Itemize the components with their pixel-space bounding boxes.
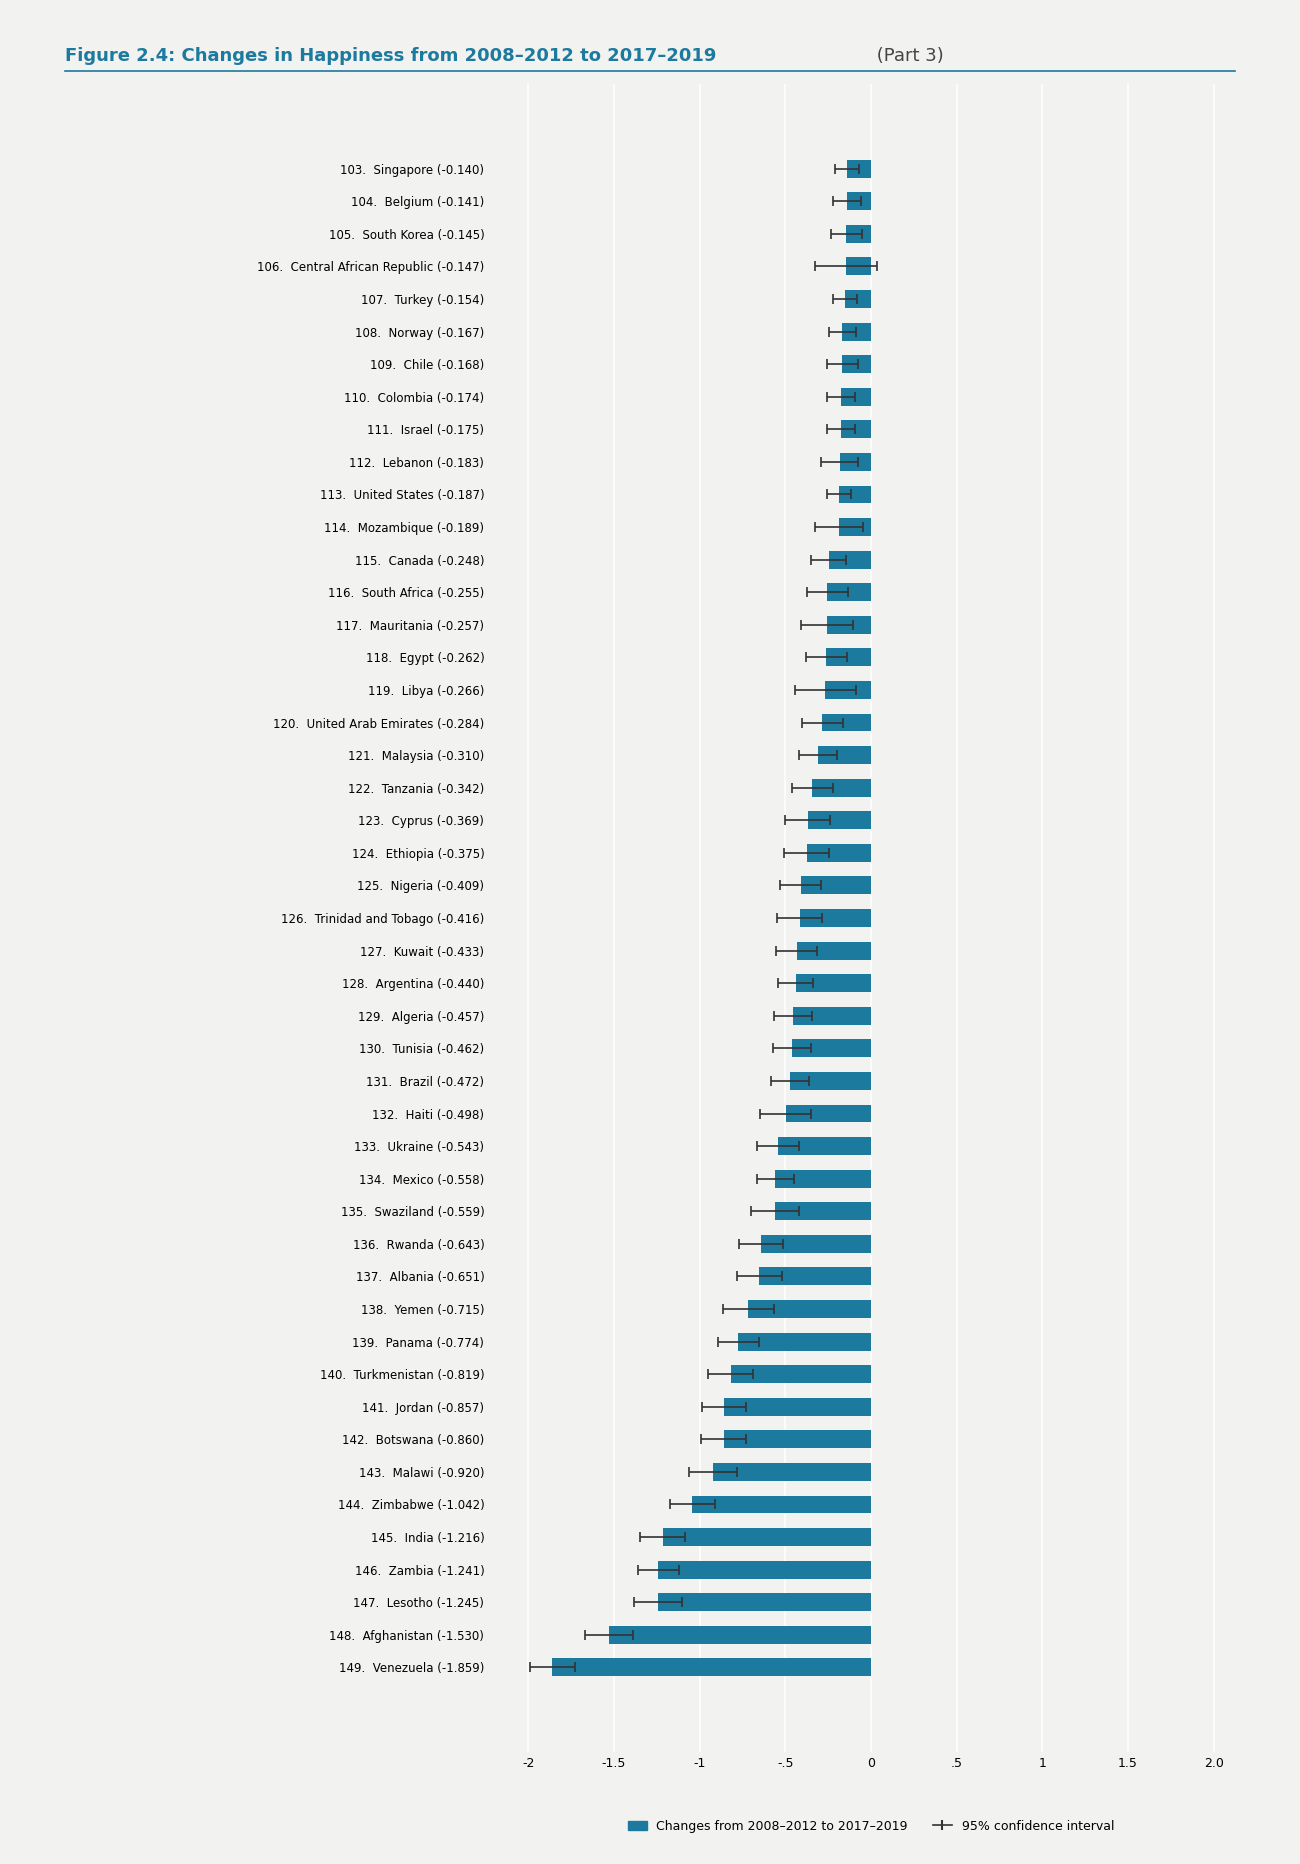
Bar xyxy=(827,615,871,634)
Bar xyxy=(848,160,871,177)
Bar xyxy=(840,453,871,472)
Bar xyxy=(759,1268,871,1286)
Bar xyxy=(608,1625,871,1644)
Bar xyxy=(785,1105,871,1122)
Text: (Part 3): (Part 3) xyxy=(871,47,944,65)
Bar xyxy=(807,811,871,829)
Bar xyxy=(838,518,871,537)
Bar xyxy=(826,649,871,665)
Bar xyxy=(658,1594,871,1610)
Bar xyxy=(823,714,871,731)
Bar xyxy=(775,1171,871,1187)
Bar xyxy=(792,1040,871,1057)
Bar xyxy=(801,876,871,895)
Bar xyxy=(845,291,871,308)
Bar xyxy=(818,746,871,764)
Bar xyxy=(749,1299,871,1318)
Bar xyxy=(663,1528,871,1545)
Bar xyxy=(724,1430,871,1448)
Bar xyxy=(793,1007,871,1025)
Bar xyxy=(846,226,871,242)
Bar xyxy=(552,1659,871,1676)
Legend: Changes from 2008–2012 to 2017–2019, 95% confidence interval: Changes from 2008–2012 to 2017–2019, 95%… xyxy=(623,1816,1119,1838)
Bar xyxy=(777,1137,871,1156)
Bar xyxy=(760,1234,871,1253)
Bar xyxy=(800,910,871,926)
Bar xyxy=(693,1495,871,1514)
Bar xyxy=(738,1333,871,1351)
Bar xyxy=(658,1560,871,1579)
Bar xyxy=(842,356,871,373)
Bar xyxy=(807,844,871,861)
Bar xyxy=(826,680,871,699)
Text: Figure 2.4: Changes in Happiness from 2008–2012 to 2017–2019: Figure 2.4: Changes in Happiness from 20… xyxy=(65,47,716,65)
Bar xyxy=(724,1398,871,1415)
Bar xyxy=(838,485,871,503)
Bar xyxy=(731,1364,871,1383)
Bar xyxy=(796,975,871,992)
Bar xyxy=(846,192,871,211)
Bar xyxy=(797,941,871,960)
Bar xyxy=(841,388,871,406)
Bar xyxy=(828,550,871,569)
Bar xyxy=(775,1202,871,1221)
Bar xyxy=(790,1072,871,1090)
Bar xyxy=(846,257,871,276)
Bar xyxy=(812,779,871,796)
Bar xyxy=(841,421,871,438)
Bar xyxy=(842,322,871,341)
Bar xyxy=(714,1463,871,1480)
Bar xyxy=(827,583,871,602)
